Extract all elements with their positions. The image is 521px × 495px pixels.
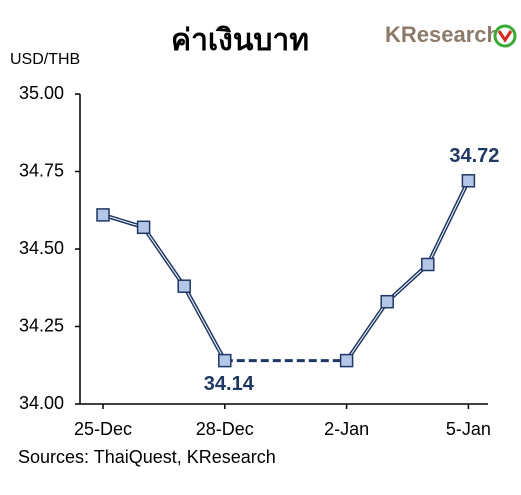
source: Sources: ThaiQuest, KResearch — [18, 447, 276, 467]
y-tick-label: 34.25 — [19, 315, 64, 335]
x-tick-label: 25-Dec — [74, 419, 132, 439]
x-tick-label: 28-Dec — [196, 419, 254, 439]
logo-icon — [493, 24, 517, 48]
marker — [339, 353, 354, 368]
marker — [218, 353, 232, 368]
chart-title: ค่าเงินบาท — [171, 24, 309, 57]
logo-icon-mark — [497, 30, 513, 43]
x-tick-label: 2-Jan — [324, 419, 369, 439]
marker — [96, 208, 110, 222]
marker — [421, 257, 435, 272]
y-tick-label: 34.75 — [19, 160, 64, 180]
line-highlight — [346, 180, 469, 361]
y-axis-label: USD/THB — [10, 51, 80, 68]
y-tick-label: 34.00 — [19, 393, 64, 413]
y-tick-label: 35.00 — [19, 83, 64, 103]
marker — [380, 294, 394, 309]
marker — [177, 279, 191, 293]
value-label: 34.72 — [449, 145, 499, 167]
logo: KResearch — [385, 22, 500, 47]
y-tick-label: 34.50 — [19, 238, 64, 258]
line-highlight — [102, 214, 226, 361]
marker — [461, 174, 476, 188]
line — [102, 212, 227, 362]
marker — [136, 220, 151, 235]
value-label: 34.14 — [204, 373, 255, 395]
x-tick-label: 5-Jan — [446, 419, 491, 439]
